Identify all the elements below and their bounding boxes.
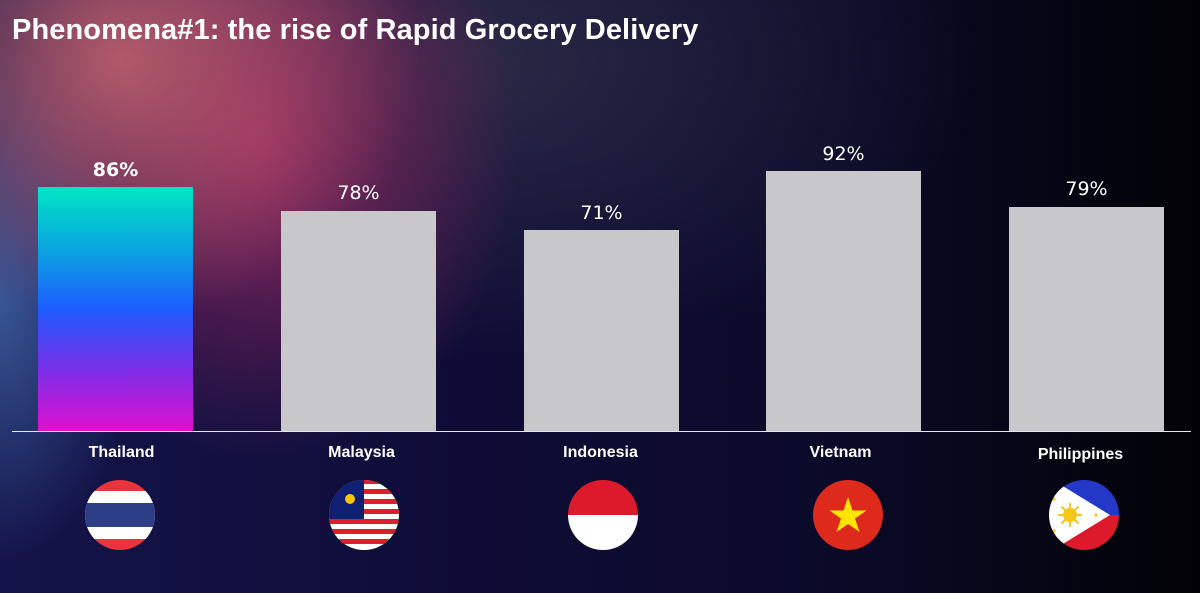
bar-indonesia [524, 230, 679, 431]
bar-philippines [1009, 207, 1164, 431]
malaysia-flag-icon [329, 480, 399, 550]
value-label-thailand: 86% [92, 159, 139, 181]
chart-title: Phenomena#1: the rise of Rapid Grocery D… [12, 14, 699, 46]
indonesia-flag-icon [568, 480, 638, 550]
category-label-malaysia: Malaysia [328, 444, 395, 461]
value-label-philippines: 79% [1065, 178, 1108, 200]
category-label-vietnam: Vietnam [809, 444, 872, 461]
category-label-thailand: Thailand [88, 444, 155, 461]
bar-malaysia [281, 211, 436, 431]
value-label-vietnam: 92% [822, 143, 865, 165]
value-label-malaysia: 78% [337, 182, 380, 204]
vietnam-flag-icon [813, 480, 883, 550]
value-label-indonesia: 71% [580, 202, 623, 224]
bar-thailand [38, 187, 193, 431]
category-label-indonesia: Indonesia [563, 444, 638, 461]
thailand-flag-icon [85, 480, 155, 550]
philippines-flag-icon [1049, 480, 1119, 550]
category-label-philippines: Philippines [1037, 446, 1124, 463]
bar-vietnam [766, 171, 921, 431]
x-axis-line [12, 431, 1191, 432]
